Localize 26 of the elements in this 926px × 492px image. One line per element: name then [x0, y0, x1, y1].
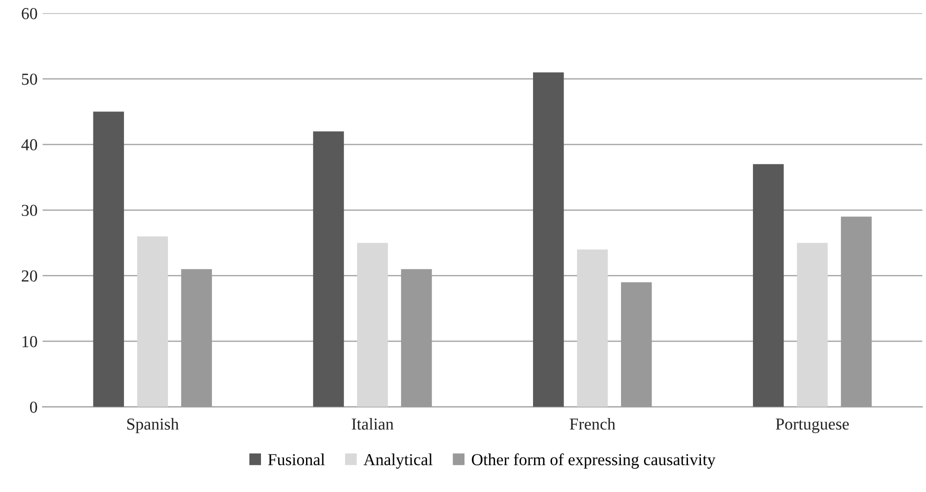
bar: [93, 112, 124, 407]
x-tick-label: French: [570, 418, 616, 430]
x-tick-label: Portuguese: [776, 418, 849, 434]
bar: [621, 282, 652, 407]
x-tick-label: Spanish: [127, 418, 179, 434]
y-tick-label: 0: [30, 402, 38, 413]
bar: [840, 216, 872, 407]
legend-label: Fusional: [268, 454, 325, 466]
y-tick-label: 30: [22, 204, 38, 216]
bar: [401, 269, 432, 407]
legend-label: Analytical: [364, 454, 433, 469]
y-tick-label: 20: [22, 270, 38, 282]
bar: [533, 72, 564, 407]
x-tick-label: Italian: [352, 418, 394, 430]
bar: [357, 242, 388, 407]
bar: [313, 131, 344, 407]
bar: [577, 249, 608, 407]
bar: [181, 269, 212, 407]
bar: [796, 242, 828, 407]
bar: [137, 236, 168, 407]
y-tick-label: 60: [22, 8, 38, 20]
y-tick-label: 10: [22, 336, 38, 348]
y-tick-label: 50: [22, 74, 38, 85]
legend-label: Other form of expressing causativity: [472, 453, 716, 469]
bar: [752, 164, 784, 407]
y-tick-label: 40: [21, 139, 38, 150]
